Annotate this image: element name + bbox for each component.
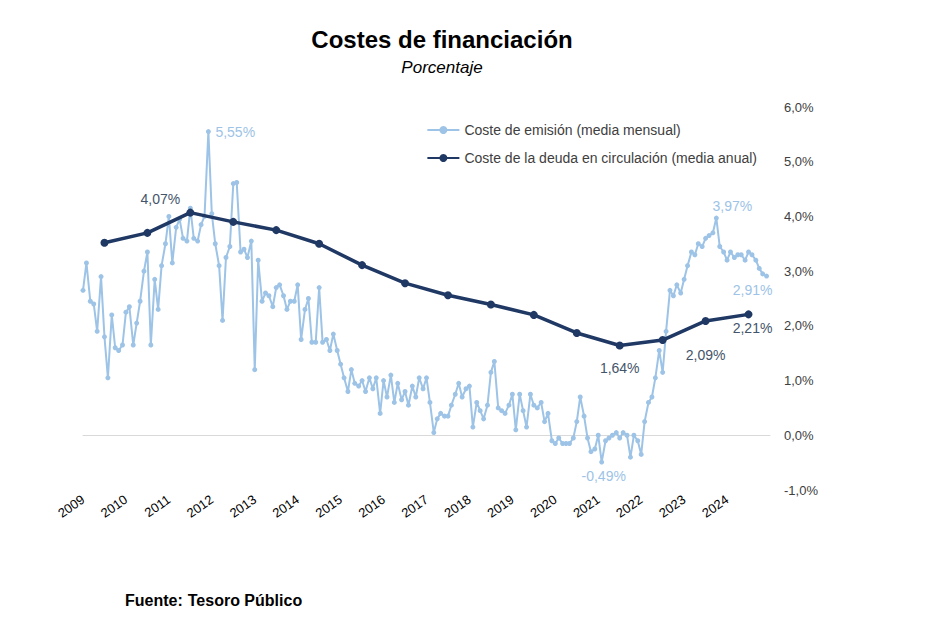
svg-text:5,0%: 5,0% <box>784 154 814 169</box>
svg-text:2021: 2021 <box>570 492 602 521</box>
svg-text:3,0%: 3,0% <box>784 264 814 279</box>
svg-text:4,07%: 4,07% <box>140 191 180 207</box>
svg-text:0,0%: 0,0% <box>784 428 814 443</box>
svg-text:6,0%: 6,0% <box>784 100 814 115</box>
svg-text:Costes de financiación: Costes de financiación <box>311 26 572 53</box>
svg-text:-0,49%: -0,49% <box>582 468 626 484</box>
svg-text:2023: 2023 <box>656 492 688 521</box>
svg-text:2015: 2015 <box>313 492 345 521</box>
svg-text:5,55%: 5,55% <box>215 124 255 140</box>
svg-text:2,0%: 2,0% <box>784 318 814 333</box>
svg-text:2018: 2018 <box>441 492 473 521</box>
svg-text:1,64%: 1,64% <box>600 360 640 376</box>
svg-text:Coste de la deuda en circulaci: Coste de la deuda en circulación (media … <box>464 150 757 166</box>
svg-text:2019: 2019 <box>484 492 516 521</box>
svg-text:1,0%: 1,0% <box>784 373 814 388</box>
svg-text:Tesoro Público: Tesoro Público <box>188 592 303 609</box>
svg-text:2,09%: 2,09% <box>686 347 726 363</box>
svg-text:2009: 2009 <box>55 492 87 521</box>
svg-text:3,97%: 3,97% <box>712 198 752 214</box>
svg-text:2017: 2017 <box>399 492 431 521</box>
svg-text:2016: 2016 <box>356 492 388 521</box>
svg-text:2012: 2012 <box>184 492 216 521</box>
svg-text:2,91%: 2,91% <box>733 282 773 298</box>
svg-text:2022: 2022 <box>613 492 645 521</box>
svg-text:Coste de emisión (media mensua: Coste de emisión (media mensual) <box>464 122 680 138</box>
svg-text:2024: 2024 <box>699 492 731 521</box>
svg-text:2013: 2013 <box>227 492 259 521</box>
svg-text:Fuente:: Fuente: <box>125 592 183 609</box>
svg-text:2,21%: 2,21% <box>733 320 773 336</box>
svg-text:4,0%: 4,0% <box>784 209 814 224</box>
svg-text:2011: 2011 <box>142 492 174 520</box>
svg-text:-1,0%: -1,0% <box>784 483 818 498</box>
svg-text:Porcentaje: Porcentaje <box>401 58 482 77</box>
svg-text:2020: 2020 <box>527 492 559 521</box>
svg-text:2014: 2014 <box>270 492 302 521</box>
svg-text:2010: 2010 <box>98 492 130 521</box>
